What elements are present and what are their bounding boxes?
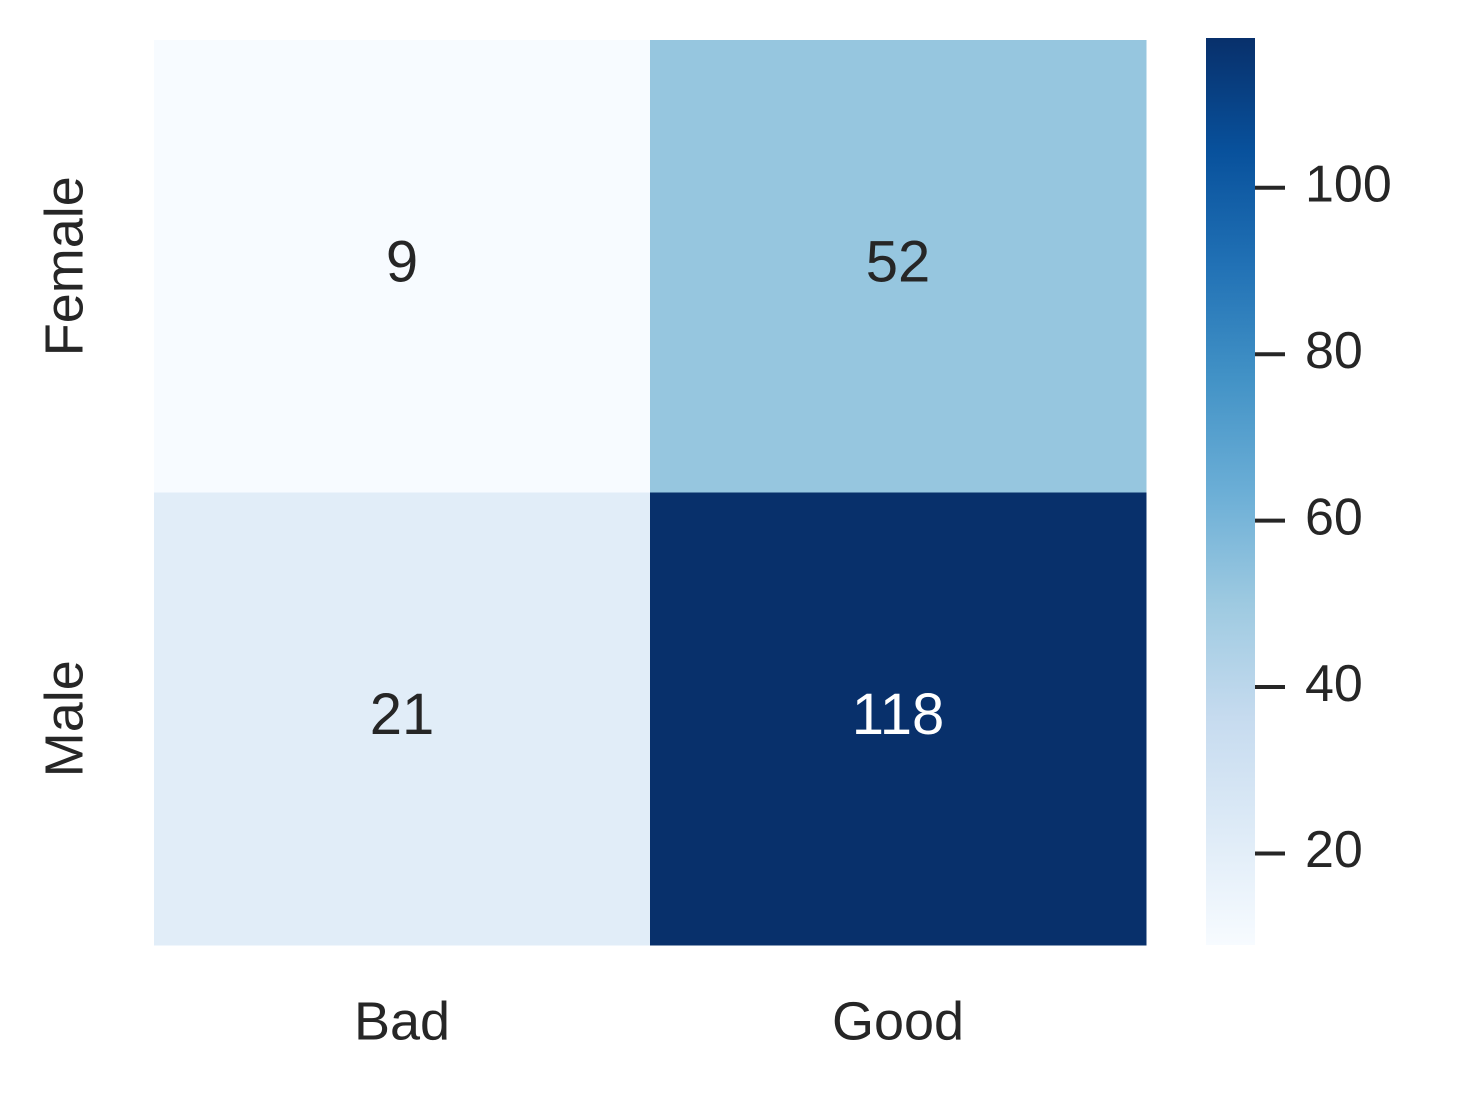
cell-label: 118: [852, 682, 944, 747]
colorbar-tick-label: 40: [1305, 655, 1363, 713]
colorbar-tick-label: 100: [1305, 156, 1392, 214]
colorbar-tick-label: 60: [1305, 488, 1363, 546]
heatmap-cell: [650, 492, 1147, 946]
heatmap-cell: [650, 40, 1147, 493]
heatmap-cell: [154, 40, 651, 493]
cell-label: 9: [386, 230, 418, 295]
cell-label: 21: [370, 682, 435, 747]
y-tick-label: Female: [34, 176, 94, 356]
colorbar-tick-label: 80: [1305, 322, 1363, 380]
x-tick-label: Good: [832, 991, 964, 1051]
colorbar: [1206, 38, 1255, 945]
heatmap-cell: [154, 492, 651, 946]
cell-label: 52: [866, 230, 931, 295]
y-tick-label: Male: [34, 660, 94, 777]
colorbar-tick-label: 20: [1305, 821, 1363, 879]
x-tick-label: Bad: [354, 991, 450, 1051]
